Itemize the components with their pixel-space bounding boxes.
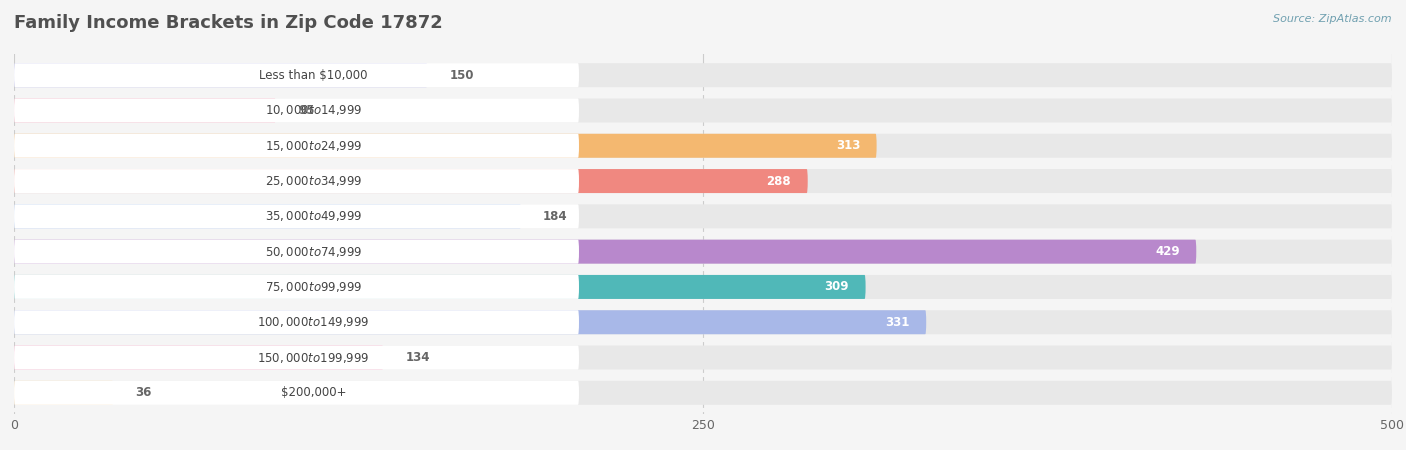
- Text: 184: 184: [543, 210, 568, 223]
- FancyBboxPatch shape: [14, 134, 579, 158]
- Text: $35,000 to $49,999: $35,000 to $49,999: [264, 209, 363, 223]
- FancyBboxPatch shape: [14, 310, 579, 334]
- Text: 313: 313: [835, 139, 860, 152]
- Text: $25,000 to $34,999: $25,000 to $34,999: [264, 174, 363, 188]
- Text: 150: 150: [450, 69, 474, 82]
- FancyBboxPatch shape: [14, 381, 579, 405]
- FancyBboxPatch shape: [14, 275, 1392, 299]
- Text: 309: 309: [824, 280, 849, 293]
- FancyBboxPatch shape: [14, 99, 1392, 122]
- FancyBboxPatch shape: [14, 381, 1392, 405]
- Text: 95: 95: [298, 104, 315, 117]
- FancyBboxPatch shape: [14, 99, 276, 122]
- FancyBboxPatch shape: [14, 310, 927, 334]
- FancyBboxPatch shape: [14, 134, 1392, 158]
- Text: 288: 288: [766, 175, 792, 188]
- FancyBboxPatch shape: [14, 346, 1392, 369]
- FancyBboxPatch shape: [14, 275, 866, 299]
- FancyBboxPatch shape: [14, 169, 579, 193]
- Text: $150,000 to $199,999: $150,000 to $199,999: [257, 351, 370, 364]
- FancyBboxPatch shape: [14, 346, 579, 369]
- FancyBboxPatch shape: [14, 240, 579, 264]
- FancyBboxPatch shape: [14, 134, 876, 158]
- FancyBboxPatch shape: [14, 204, 522, 228]
- FancyBboxPatch shape: [14, 63, 579, 87]
- Text: $200,000+: $200,000+: [281, 386, 346, 399]
- FancyBboxPatch shape: [14, 169, 807, 193]
- Text: $100,000 to $149,999: $100,000 to $149,999: [257, 315, 370, 329]
- Text: 134: 134: [405, 351, 430, 364]
- FancyBboxPatch shape: [14, 275, 579, 299]
- FancyBboxPatch shape: [14, 310, 1392, 334]
- Text: $15,000 to $24,999: $15,000 to $24,999: [264, 139, 363, 153]
- Text: 331: 331: [886, 316, 910, 329]
- Text: 429: 429: [1156, 245, 1180, 258]
- Text: $50,000 to $74,999: $50,000 to $74,999: [264, 245, 363, 259]
- Text: Family Income Brackets in Zip Code 17872: Family Income Brackets in Zip Code 17872: [14, 14, 443, 32]
- FancyBboxPatch shape: [14, 99, 579, 122]
- FancyBboxPatch shape: [14, 346, 384, 369]
- FancyBboxPatch shape: [14, 240, 1392, 264]
- FancyBboxPatch shape: [14, 63, 1392, 87]
- Text: 36: 36: [135, 386, 152, 399]
- Text: $10,000 to $14,999: $10,000 to $14,999: [264, 104, 363, 117]
- FancyBboxPatch shape: [14, 63, 427, 87]
- FancyBboxPatch shape: [14, 381, 114, 405]
- Text: Less than $10,000: Less than $10,000: [259, 69, 368, 82]
- FancyBboxPatch shape: [14, 169, 1392, 193]
- FancyBboxPatch shape: [14, 204, 579, 228]
- FancyBboxPatch shape: [14, 204, 1392, 228]
- Text: Source: ZipAtlas.com: Source: ZipAtlas.com: [1274, 14, 1392, 23]
- FancyBboxPatch shape: [14, 240, 1197, 264]
- Text: $75,000 to $99,999: $75,000 to $99,999: [264, 280, 363, 294]
